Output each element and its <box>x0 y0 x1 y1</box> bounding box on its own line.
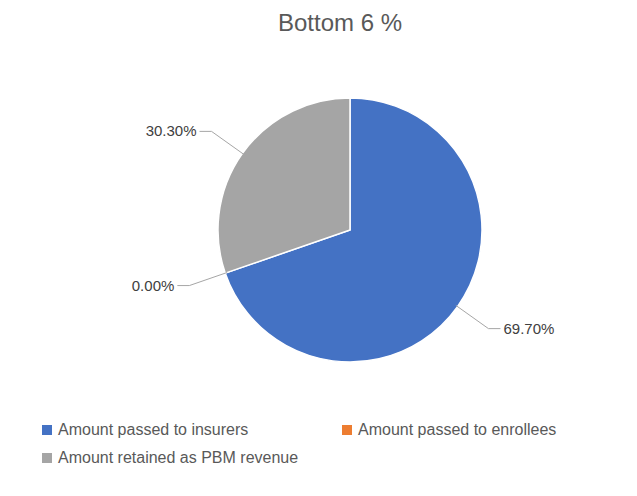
legend-swatch <box>42 425 52 435</box>
slices <box>218 98 482 362</box>
data-label: 0.00% <box>132 277 175 294</box>
pie-slice <box>218 98 350 273</box>
leader-line <box>177 272 227 285</box>
data-labels: 69.70% 0.00% 30.30% <box>132 122 555 336</box>
background <box>0 0 637 496</box>
leader-line <box>456 305 501 328</box>
legend-label: Amount retained as PBM revenue <box>58 449 298 466</box>
legend-swatch <box>342 425 352 435</box>
legend-swatch <box>42 453 52 463</box>
data-label: 30.30% <box>146 122 197 139</box>
chart-title: Bottom 6 % <box>278 9 402 36</box>
legend: Amount passed to insurers Amount passed t… <box>42 421 556 466</box>
data-label: 69.70% <box>503 320 554 337</box>
legend-label: Amount passed to insurers <box>58 421 248 438</box>
chart: Bottom 6 % 69.70% 0.00% 30.30% Amount passed… <box>0 0 637 496</box>
legend-label: Amount passed to enrollees <box>358 421 556 438</box>
leader-line <box>200 131 245 154</box>
